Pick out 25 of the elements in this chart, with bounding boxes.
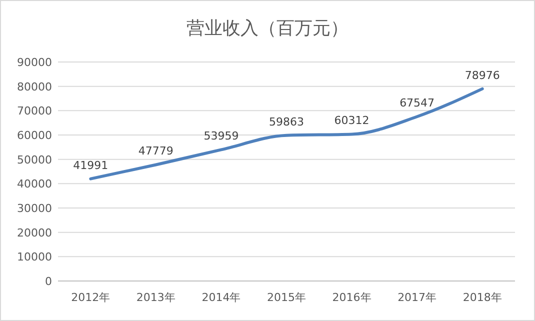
x-tick-label: 2016年 — [332, 291, 372, 304]
x-tick-label: 2012年 — [71, 291, 110, 304]
x-tick-label: 2015年 — [267, 291, 306, 304]
x-tick-label: 2018年 — [462, 291, 502, 304]
x-tick-label: 2017年 — [398, 291, 437, 304]
y-tick-label: 80000 — [17, 80, 52, 94]
data-label: 53959 — [204, 130, 239, 143]
data-label: 47779 — [138, 144, 174, 158]
data-label: 59863 — [269, 115, 304, 128]
data-label: 60312 — [334, 114, 370, 128]
y-tick-label: 90000 — [17, 56, 52, 69]
y-tick-label: 50000 — [17, 153, 52, 166]
x-tick-label: 2014年 — [202, 291, 241, 304]
x-tick-label: 2013年 — [136, 291, 176, 304]
y-tick-label: 10000 — [17, 250, 52, 264]
y-tick-label: 20000 — [17, 226, 52, 240]
data-label: 67547 — [400, 96, 435, 110]
y-tick-label: 70000 — [17, 104, 52, 118]
y-tick-label: 30000 — [17, 202, 52, 215]
y-tick-label: 60000 — [17, 129, 52, 142]
data-label: 78976 — [464, 68, 500, 82]
chart-title: 营业收入（百万元） — [186, 18, 348, 39]
y-tick-label: 0 — [45, 275, 52, 288]
y-tick-label: 40000 — [17, 178, 52, 191]
data-label: 41991 — [73, 158, 108, 172]
